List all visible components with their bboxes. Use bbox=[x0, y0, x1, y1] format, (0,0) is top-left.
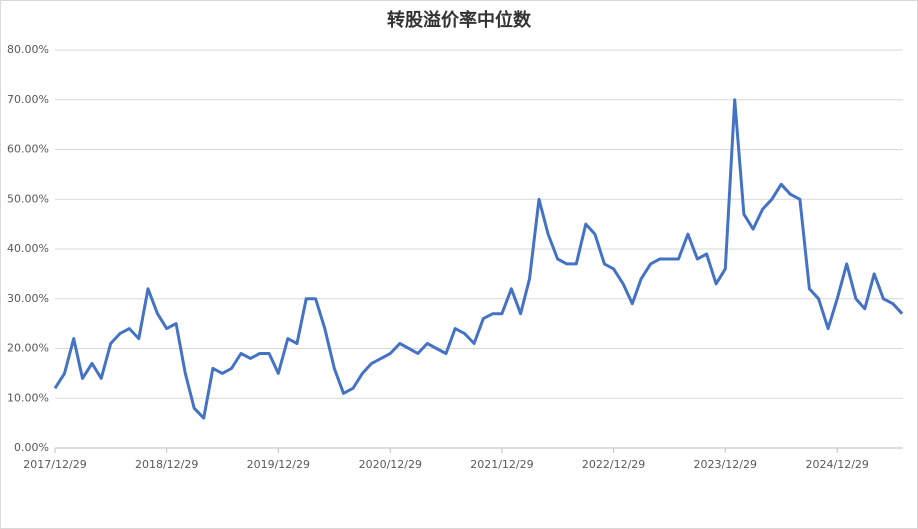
y-tick-label: 10.00% bbox=[7, 391, 49, 404]
y-tick-label: 20.00% bbox=[7, 342, 49, 355]
y-tick-label: 0.00% bbox=[14, 441, 49, 454]
x-tick-label: 2022/12/29 bbox=[582, 458, 645, 471]
data-line bbox=[53, 98, 904, 420]
x-tick-label: 2023/12/29 bbox=[694, 458, 757, 471]
x-tick-label: 2017/12/29 bbox=[23, 458, 86, 471]
chart-title: 转股溢价率中位数 bbox=[387, 9, 532, 31]
y-tick-label: 80.00% bbox=[7, 43, 49, 56]
y-tick-label: 50.00% bbox=[7, 192, 49, 205]
y-tick-label: 30.00% bbox=[7, 292, 49, 305]
x-tick-label: 2020/12/29 bbox=[359, 458, 422, 471]
y-tick-label: 60.00% bbox=[7, 143, 49, 156]
x-tick-label: 2019/12/29 bbox=[247, 458, 310, 471]
y-tick-label: 40.00% bbox=[7, 242, 49, 255]
y-tick-label: 70.00% bbox=[7, 93, 49, 106]
x-tick-label: 2018/12/29 bbox=[135, 458, 198, 471]
x-tick-label: 2024/12/29 bbox=[806, 458, 869, 471]
x-tick-label: 2021/12/29 bbox=[470, 458, 533, 471]
